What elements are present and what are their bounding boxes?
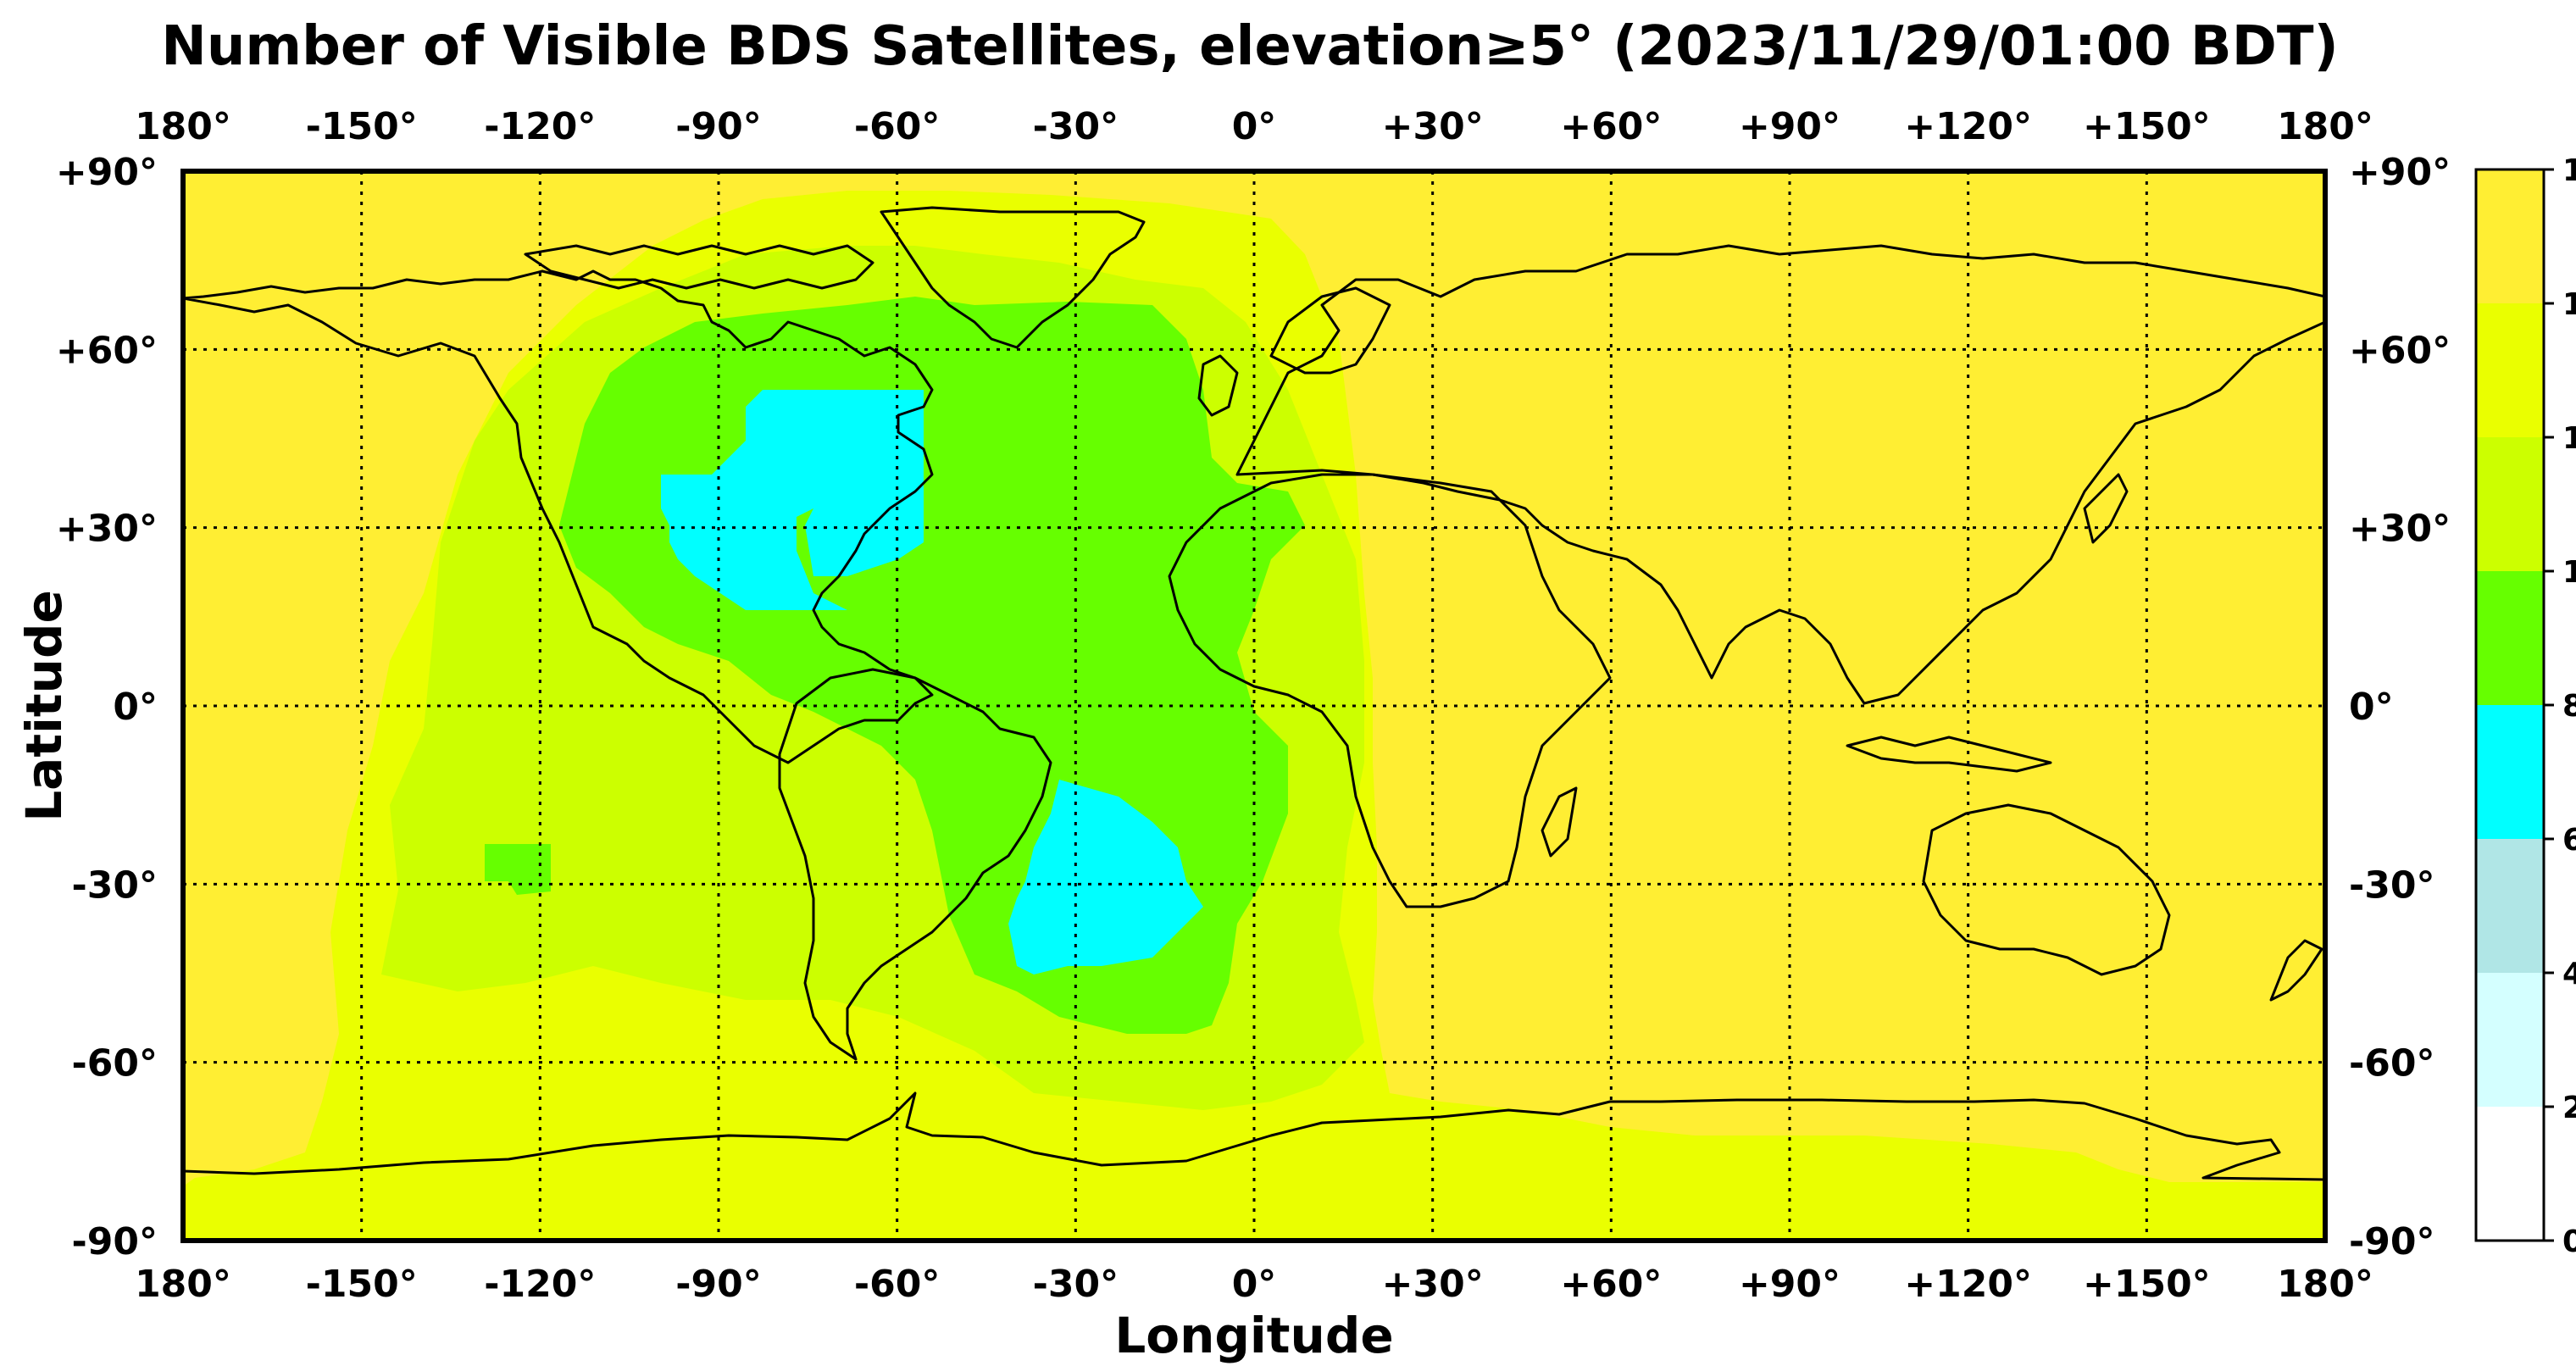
lat-tick-label-left: +60° — [56, 329, 158, 372]
lat-tick-label-right: -90° — [2349, 1220, 2435, 1263]
lon-tick-label-bottom: +120° — [1904, 1263, 2032, 1306]
lon-tick-label-bottom: +150° — [2083, 1263, 2211, 1306]
coastline-british-isles — [1197, 354, 1239, 417]
lat-ticks-right: +90° +60° +30° 0° -30° -60° -90° — [2349, 151, 2451, 1263]
colorbar-tick-label: 0 — [2562, 1224, 2576, 1259]
colorbar-tick-label: 10 — [2562, 555, 2576, 590]
lon-tick-label-top: 180° — [135, 105, 231, 148]
colorbar-segment — [2476, 303, 2544, 437]
lon-tick-label-bottom: 180° — [135, 1263, 231, 1306]
coastline-antarctica — [183, 1091, 2325, 1181]
coastline-north-america — [183, 269, 934, 764]
colorbar-tick-label: 2 — [2562, 1091, 2576, 1125]
colorbar-segment — [2476, 437, 2544, 571]
lon-tick-label-bottom: 0° — [1232, 1263, 1277, 1306]
colorbar-segment — [2476, 973, 2544, 1107]
chart-title: Number of Visible BDS Satellites, elevat… — [161, 15, 2339, 78]
coastline-south-america — [778, 668, 1052, 1061]
colorbar-tick-label: 6 — [2562, 823, 2576, 858]
lon-tick-label-top: -60° — [854, 105, 941, 148]
coastline-new-zealand — [2269, 939, 2323, 1002]
y-axis-label: Latitude — [15, 590, 73, 822]
colorbar-segment — [2476, 1107, 2544, 1241]
coastline-africa — [1168, 473, 1612, 908]
lon-tick-label-top: -90° — [675, 105, 762, 148]
colorbar-tick-label: 12 — [2562, 421, 2576, 456]
lon-tick-label-top: -120° — [484, 105, 596, 148]
field-level-6-8-north-america — [661, 390, 924, 610]
lat-tick-label-right: +60° — [2349, 329, 2451, 372]
coastline-japan — [2083, 473, 2129, 544]
colorbar-tick-label: 8 — [2562, 689, 2576, 724]
lat-ticks-left: +90° +60° +30° 0° -30° -60° -90° — [56, 151, 158, 1263]
colorbar-segment — [2476, 571, 2544, 705]
colorbar-tick-label: 4 — [2562, 957, 2576, 991]
coastline-australia — [1922, 803, 2171, 976]
colorbar-segment — [2476, 169, 2544, 303]
gridlines — [183, 171, 2325, 1241]
field-level-8-10-pacific-spot — [485, 844, 551, 895]
plot-frame — [180, 169, 2328, 1243]
lon-tick-label-bottom: -150° — [306, 1263, 418, 1306]
lon-tick-label-top: +30° — [1382, 105, 1484, 148]
coastline-scandinavia — [1269, 286, 1391, 375]
colorbar-tick-label: 16 — [2562, 153, 2576, 188]
lon-tick-label-top: -30° — [1033, 105, 1119, 148]
lon-tick-label-bottom: -90° — [675, 1263, 762, 1306]
lon-tick-label-top: +90° — [1739, 105, 1840, 148]
colorbar-segment — [2476, 705, 2544, 839]
lat-tick-label-right: 0° — [2349, 686, 2394, 729]
coastlines — [183, 206, 2325, 1181]
lat-tick-label-left: -30° — [72, 863, 158, 907]
coastline-eurasia — [1235, 244, 2325, 705]
lon-tick-label-top: 180° — [2277, 105, 2373, 148]
field-level-6-8-south-atlantic — [1008, 780, 1203, 975]
coastline-greenland — [880, 206, 1146, 349]
lon-tick-label-bottom: -30° — [1033, 1263, 1119, 1306]
lon-tick-label-top: +150° — [2083, 105, 2211, 148]
x-axis-label: Longitude — [1114, 1307, 1393, 1364]
coastline-arctic-islands — [524, 244, 874, 290]
lon-tick-label-top: +60° — [1560, 105, 1662, 148]
visibility-field — [183, 191, 2325, 1241]
colorbar-tick-label: 14 — [2562, 287, 2576, 322]
colorbar: 0 2 4 6 8 10 12 14 16 — [2474, 153, 2576, 1259]
lon-tick-label-top: 0° — [1232, 105, 1277, 148]
colorbar-segment — [2476, 839, 2544, 973]
lon-ticks-top: 180° -150° -120° -90° -60° -30° 0° +30° +60° +90°… — [135, 105, 2373, 148]
lon-ticks-bottom: 180° -150° -120° -90° -60° -30° 0° +30° +60° +90°… — [135, 1263, 2373, 1306]
lon-tick-label-bottom: +90° — [1739, 1263, 1840, 1306]
lat-tick-label-left: -90° — [72, 1220, 158, 1263]
coastline-madagascar — [1541, 786, 1578, 858]
lat-tick-label-left: 0° — [113, 686, 158, 729]
lon-tick-label-bottom: -60° — [854, 1263, 941, 1306]
lat-tick-label-right: -60° — [2349, 1042, 2435, 1086]
coastline-indonesia — [1846, 736, 2052, 773]
lon-tick-label-top: +120° — [1904, 105, 2032, 148]
lat-tick-label-left: +30° — [56, 508, 158, 551]
lat-tick-label-left: +90° — [56, 151, 158, 194]
lon-tick-label-top: -150° — [306, 105, 418, 148]
lon-tick-label-bottom: -120° — [484, 1263, 596, 1306]
lat-tick-label-right: +30° — [2349, 508, 2451, 551]
lat-tick-label-left: -60° — [72, 1042, 158, 1086]
lat-tick-label-right: -30° — [2349, 863, 2435, 907]
lat-tick-label-right: +90° — [2349, 151, 2451, 194]
lon-tick-label-bottom: +30° — [1382, 1263, 1484, 1306]
lon-tick-label-bottom: +60° — [1560, 1263, 1662, 1306]
lon-tick-label-bottom: 180° — [2277, 1263, 2373, 1306]
